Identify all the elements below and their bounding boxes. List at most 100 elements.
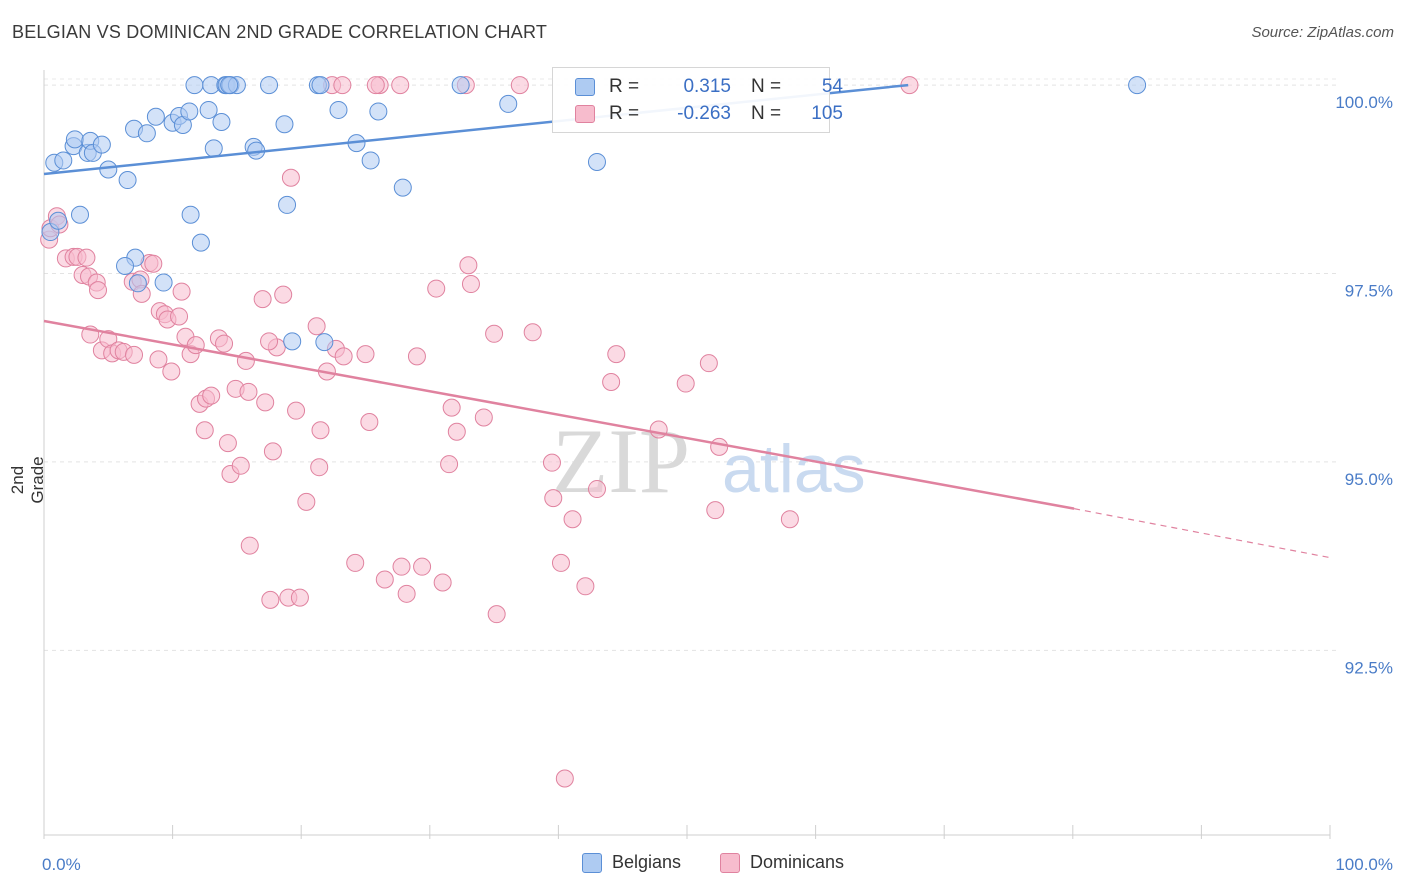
dominicans-point [551,553,570,572]
dominicans-point [239,382,258,401]
axes [43,70,1331,839]
dominicans-point [427,279,446,298]
correlation-legend: R = 0.315 N = 54 R = -0.263 N = 105 [552,67,843,133]
belgians-point [278,195,297,214]
n-value: 54 [821,76,843,97]
dominicans-point [356,345,375,364]
dominicans-point [587,480,606,499]
dominicans-point [442,398,461,417]
dominicans-point [563,510,582,529]
dominicans-point [474,408,493,427]
dominicans-point [676,374,695,393]
dominicans-point [407,347,426,366]
dominicans-point [297,492,316,511]
dominicans-point [236,351,255,370]
dominicans-point [346,553,365,572]
dominicans-point [710,437,729,456]
belgians-point [146,107,165,126]
belgians-swatch [582,852,602,873]
dominicans-point [459,256,478,275]
belgians-point [71,205,90,224]
dominicans-point [186,336,205,355]
belgians-point [54,151,73,170]
dominicans-point [555,769,574,788]
legend-item-belgians[interactable]: Belgians [582,852,681,873]
dominicans-point [231,456,250,475]
r-label: R = [609,76,640,97]
belgians-point [99,160,118,179]
legend-row-belgians: R = 0.315 N = 54 [575,75,843,99]
dominicans-point [290,588,309,607]
legend-item-dominicans[interactable]: Dominicans [720,852,844,873]
y-tick-label: 97.5% [1345,281,1393,300]
r-value: -0.263 [677,103,731,124]
dominicans-point [170,307,189,326]
dominicans-point [649,420,668,439]
dominicans-point [307,317,326,336]
belgians-point [204,139,223,158]
belgians-point [499,94,518,113]
dominicans-point [440,455,459,474]
belgians-point [260,76,279,95]
dominicans-point [261,590,280,609]
n-value: 105 [811,103,843,124]
r-label: R = [609,103,640,124]
dominicans-point [706,501,725,520]
dominicans-point [485,324,504,343]
watermark-atlas: atlas [722,431,866,507]
dominicans-point [240,536,259,555]
dominicans-point [397,584,416,603]
dominicans-point [607,345,626,364]
belgians-points [41,76,1147,352]
belgians-point [311,76,330,95]
belgians-point [315,333,334,352]
belgians-point [65,130,84,149]
dominicans-point [433,573,452,592]
belgians-point [283,332,302,351]
dominicans-point [523,323,542,342]
dominicans-point [311,421,330,440]
x-tick-label: 100.0% [1335,855,1393,874]
dominicans-point [542,453,561,472]
dominicans-point [334,347,353,366]
dominicans-point [366,76,385,95]
dominicans-point [215,334,234,353]
dominicans-point [487,605,506,624]
dominicans-point [544,489,563,508]
dominicans-trend-line [43,319,1075,510]
dominicans-point [256,393,275,412]
dominicans-point [149,350,168,369]
belgians-swatch [575,78,595,96]
belgians-point [329,100,348,119]
belgians-point [116,256,135,275]
dominicans-point [447,422,466,441]
dominicans-point [576,577,595,596]
dominicans-swatch [720,852,740,873]
source-credit: Source: ZipAtlas.com [1251,24,1394,41]
belgians-point [393,178,412,197]
belgians-point [185,76,204,95]
dominicans-point [144,254,163,273]
dominicans-point [260,332,279,351]
dominicans-point [310,458,329,477]
dominicans-point [172,282,191,301]
belgians-point [587,152,606,171]
belgians-point [361,151,380,170]
dominicans-point [202,386,221,405]
dominicans-point [461,275,480,294]
legend-row-dominicans: R = -0.263 N = 105 [575,102,843,126]
y-tick-label: 95.0% [1345,470,1393,489]
dominicans-trend-extension [1073,508,1331,559]
belgians-point [369,102,388,121]
dominicans-point [125,345,144,364]
dominicans-point [780,510,799,529]
dominicans-point [218,434,237,453]
dominicans-point [263,442,282,461]
y-tick-label: 92.5% [1345,658,1393,677]
dominicans-point [162,362,181,381]
dominicans-point [413,557,432,576]
dominicans-point [77,248,96,267]
dominicans-point [253,290,272,309]
belgians-point [154,273,173,292]
